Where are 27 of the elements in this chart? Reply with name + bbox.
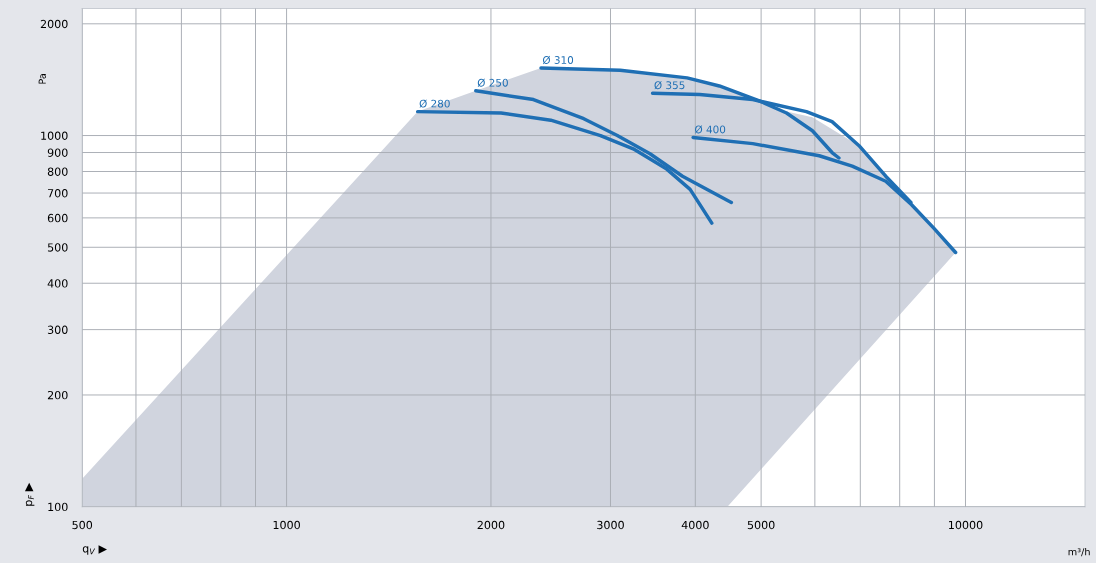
series-label: Ø 280 — [419, 99, 450, 108]
series-label: Ø 310 — [542, 55, 574, 65]
x-tick-label: 3000 — [597, 520, 624, 530]
y-tick-label: 300 — [47, 325, 68, 334]
y-tick-label: 700 — [48, 189, 68, 198]
y-tick-label: 900 — [47, 148, 68, 157]
x-tick-label: 2000 — [477, 520, 505, 530]
y-axis-title: p$_{F}$ ▶ — [24, 482, 35, 506]
y-tick-label: 400 — [47, 279, 68, 288]
x-tick-label: 500 — [72, 520, 93, 530]
x-tick-label: 10000 — [949, 520, 983, 530]
text: m³/h — [1068, 547, 1090, 557]
series-label: Ø 400 — [695, 125, 726, 134]
y-tick-label: 100 — [48, 502, 68, 512]
y-tick-label: 2000 — [40, 19, 68, 29]
text: Pa — [38, 74, 46, 84]
y-tick-label: 500 — [47, 243, 68, 252]
series-label: Ø 355 — [654, 81, 685, 90]
y-tick-label: 200 — [47, 390, 68, 400]
x-axis-title: q$_{V}$ ▶ — [82, 545, 108, 555]
y-tick-label: 600 — [47, 213, 68, 223]
y-tick-label: 800 — [47, 167, 68, 176]
x-tick-label: 5000 — [747, 520, 775, 530]
y-tick-label: 1000 — [41, 131, 68, 140]
series-label: Ø 250 — [477, 78, 508, 87]
x-tick-label: 1000 — [273, 520, 300, 530]
x-tick-label: 4000 — [681, 520, 709, 530]
